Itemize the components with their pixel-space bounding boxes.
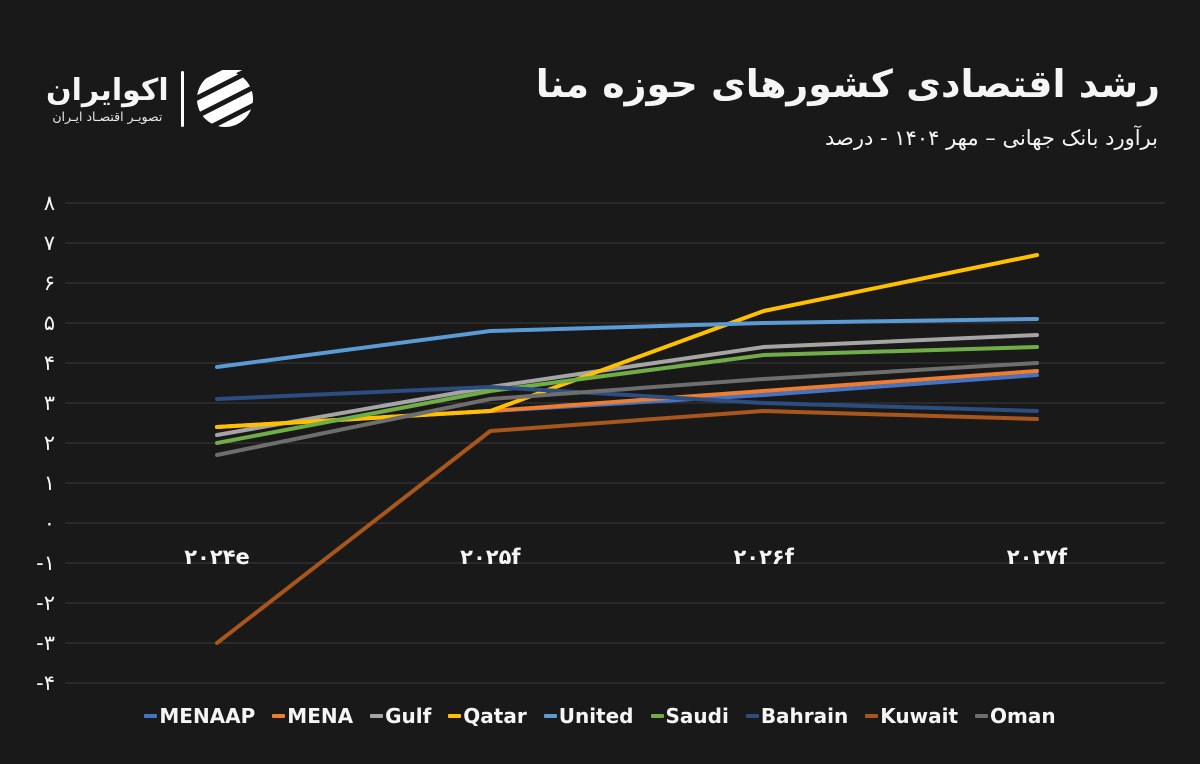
y-tick-label: ۶ [43, 271, 55, 295]
y-tick-label: ۵ [43, 311, 55, 335]
y-tick-label: ۱ [43, 471, 55, 495]
x-tick-label: ۲۰۲۴e [184, 545, 250, 569]
legend-marker-icon [272, 714, 286, 718]
x-tick-label: ۲۰۲۵f [460, 545, 521, 569]
x-tick-label: ۲۰۲۷f [1006, 545, 1068, 569]
legend-label: Oman [990, 704, 1056, 728]
y-tick-label: -۳ [36, 631, 55, 655]
y-tick-label: -۲ [36, 591, 55, 615]
legend-item-kuwait: Kuwait [865, 704, 958, 728]
brand-tagline: تصویـر اقتصـاد ایـران [52, 109, 163, 124]
legend-item-gulf: Gulf [370, 704, 431, 728]
legend-label: MENA [287, 704, 354, 728]
legend-label: Qatar [463, 704, 527, 728]
legend-label: MENAAP [159, 704, 256, 728]
legend-item-qatar: Qatar [448, 704, 527, 728]
legend-label: Saudi [665, 704, 729, 728]
y-tick-label: ۷ [43, 231, 55, 255]
y-tick-label: ۴ [43, 351, 55, 375]
legend-marker-icon [543, 714, 557, 718]
brand-block: اکوایران تصویـر اقتصـاد ایـران [46, 70, 254, 128]
series-line-oman [215, 361, 1039, 457]
legend-label: Kuwait [880, 704, 959, 728]
legend-label: Gulf [385, 704, 432, 728]
legend-item-menaap: MENAAP [144, 704, 255, 728]
legend-marker-icon [370, 714, 384, 718]
chart-subtitle: برآورد بانک جهانی – مهر ۱۴۰۴ - درصد [825, 126, 1158, 150]
legend-marker-icon [650, 714, 664, 718]
series-line-bahrain [215, 385, 1039, 413]
legend-marker-icon [448, 714, 462, 718]
y-tick-label: ۰ [43, 511, 55, 535]
legend-item-oman: Oman [975, 704, 1056, 728]
y-tick-label: -۴ [36, 671, 55, 695]
legend-marker-icon [144, 714, 158, 718]
legend-item-bahrain: Bahrain [745, 704, 849, 728]
y-tick-label: ۲ [43, 431, 55, 455]
y-tick-label: -۱ [36, 551, 55, 575]
brand-name: اکوایران [46, 73, 169, 108]
legend-marker-icon [975, 714, 989, 718]
legend-item-united: United [543, 704, 634, 728]
legend-item-saudi: Saudi [650, 704, 729, 728]
legend-item-mena: MENA [272, 704, 353, 728]
legend-label: Bahrain [760, 704, 849, 728]
legend-marker-icon [745, 714, 759, 718]
series-line-united [215, 317, 1039, 369]
y-tick-label: ۸ [43, 191, 55, 215]
series-line-kuwait [215, 409, 1039, 645]
ecoiran-logo-icon [196, 70, 253, 127]
series-line-saudi [215, 345, 1039, 445]
legend-marker-icon [865, 714, 879, 718]
brand-text: اکوایران تصویـر اقتصـاد ایـران [46, 74, 169, 124]
chart-legend: MENAAP MENA Gulf Qatar United Saudi Bahrain Kuw… [0, 704, 1200, 728]
series-line-gulf [215, 333, 1039, 437]
legend-label: United [558, 704, 634, 728]
y-tick-label: ۳ [43, 391, 55, 415]
chart-title: رشد اقتصادی کشورهای حوزه منا [535, 62, 1160, 106]
brand-divider [180, 71, 184, 127]
x-tick-label: ۲۰۲۶f [733, 545, 794, 569]
